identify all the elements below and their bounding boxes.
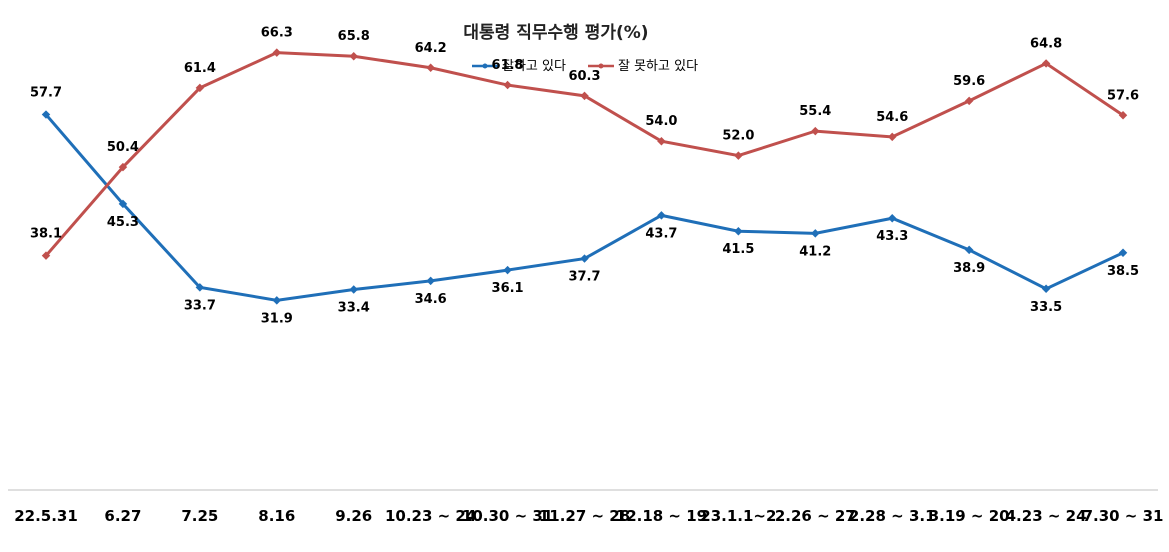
x-tick-label-12: 3.19 ~ 20 — [929, 507, 1010, 525]
series-0-point-6 — [503, 265, 512, 275]
series-0-label-13: 33.5 — [1030, 300, 1062, 315]
x-tick-label-13: 4.23 ~ 24 — [1006, 507, 1087, 525]
x-tick-label-3: 8.16 — [258, 507, 295, 525]
series-0-label-10: 41.2 — [799, 244, 831, 259]
legend-label-1: 잘 못하고 있다 — [618, 59, 698, 74]
series-0-point-7 — [580, 254, 589, 263]
series-0-label-11: 43.3 — [876, 229, 908, 244]
x-tick-label-0: 22.5.31 — [14, 507, 78, 525]
series-1-label-1: 50.4 — [107, 140, 139, 155]
series-0-label-2: 33.7 — [184, 298, 216, 313]
series-1-point-9 — [734, 151, 743, 160]
series-0: 57.7 45.3 33.7 31.9 33.4 34.6 36.1 37.7 43.7 41.5… — [30, 86, 1139, 327]
series-0-point-2 — [195, 283, 205, 292]
series-1-point-3 — [272, 48, 282, 57]
legend-marker-0 — [482, 63, 488, 69]
series-1-point-10 — [811, 126, 820, 136]
series-0-point-5 — [426, 276, 435, 286]
series-0-label-5: 34.6 — [415, 292, 447, 307]
series-1-label-10: 55.4 — [799, 104, 831, 119]
series-0-label-8: 43.7 — [645, 226, 677, 241]
series-1-point-4 — [349, 51, 358, 61]
series-1-point-5 — [426, 63, 435, 73]
series-0-point-1 — [118, 199, 128, 209]
series-0-label-0: 57.7 — [30, 86, 62, 101]
series-1-point-2 — [195, 83, 205, 93]
series-1-point-0 — [41, 251, 51, 260]
series-1: 38.1 50.4 61.4 66.3 65.8 64.2 61.8 60.3 54.0 52.0… — [30, 26, 1139, 260]
series-0-label-1: 45.3 — [107, 215, 139, 230]
series-1-label-8: 54.0 — [645, 114, 677, 129]
series-0-point-10 — [811, 229, 820, 238]
series-1-label-7: 60.3 — [568, 69, 600, 84]
series-0-point-11 — [887, 213, 897, 223]
series-1-label-4: 65.8 — [338, 29, 370, 44]
series-0-label-3: 31.9 — [261, 311, 293, 326]
series-1-label-0: 38.1 — [30, 227, 62, 242]
x-tick-label-2: 7.25 — [181, 507, 218, 525]
series-0-point-0 — [41, 110, 51, 119]
series-1-label-5: 64.2 — [415, 41, 447, 56]
series-0-point-3 — [272, 296, 282, 305]
series-0-label-12: 38.9 — [953, 261, 985, 276]
series-0-point-13 — [1041, 284, 1051, 294]
series-0-label-4: 33.4 — [338, 301, 370, 316]
x-tick-label-5: 10.23 ~ 24 — [385, 507, 476, 525]
x-tick-label-14: 7.30 ~ 31 — [1083, 507, 1164, 525]
series-0-label-14: 38.5 — [1107, 264, 1139, 279]
series-1-label-14: 57.6 — [1107, 88, 1139, 103]
x-tick-label-6: 10.30 ~ 31 — [462, 507, 553, 525]
legend: 잘하고 있다 잘 못하고 있다 — [472, 59, 698, 74]
x-tick-label-7: 11.27 ~ 28 — [539, 507, 630, 525]
series-1-point-6 — [503, 80, 512, 90]
x-tick-label-10: 2.26 ~ 27 — [775, 507, 856, 525]
series-0-label-7: 37.7 — [568, 270, 600, 285]
x-tick-label-4: 9.26 — [335, 507, 372, 525]
series-0-label-9: 41.5 — [722, 242, 754, 257]
x-tick-label-1: 6.27 — [104, 507, 141, 525]
series-1-label-11: 54.6 — [876, 110, 908, 125]
series-1-label-2: 61.4 — [184, 61, 216, 76]
series-1-label-13: 64.8 — [1030, 36, 1062, 51]
series-layer: 57.7 45.3 33.7 31.9 33.4 34.6 36.1 37.7 43.7 41.5… — [30, 26, 1139, 327]
series-1-label-12: 59.6 — [953, 74, 985, 89]
legend-marker-1 — [598, 63, 604, 69]
x-tick-label-9: 23.1.1~2 — [700, 507, 776, 525]
legend-label-0: 잘하고 있다 — [502, 59, 566, 74]
series-0-point-4 — [349, 285, 358, 294]
series-0-point-9 — [734, 226, 743, 236]
chart-title: 대통령 직무수행 평가(%) — [463, 22, 648, 43]
series-0-label-6: 36.1 — [492, 281, 524, 296]
series-1-label-9: 52.0 — [722, 129, 754, 144]
series-1-label-3: 66.3 — [261, 26, 293, 41]
x-tick-label-8: 12.18 ~ 19 — [616, 507, 707, 525]
series-1-point-1 — [118, 162, 128, 172]
series-1-label-6: 61.8 — [492, 58, 524, 73]
x-tick-label-11: 2.28 ~ 3.1 — [849, 507, 936, 525]
